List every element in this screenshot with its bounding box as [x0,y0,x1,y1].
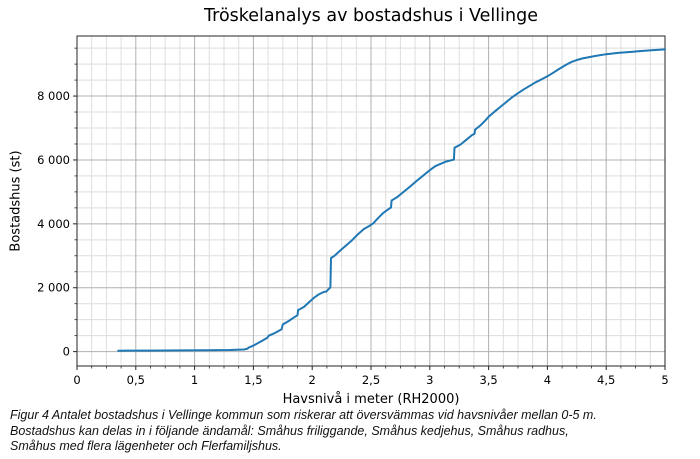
y-tick-label: 0 [63,345,70,359]
figure-caption: Figur 4 Antalet bostadshus i Vellinge ko… [10,408,597,455]
x-tick-label: 5 [661,373,668,387]
x-tick-label: 2 [309,373,316,387]
y-tick-label: 4 000 [37,217,70,231]
data-line-bostadshus [117,48,666,352]
y-tick-label: 8 000 [37,89,70,103]
x-tick-label: 1 [191,373,198,387]
caption-line-1: Figur 4 Antalet bostadshus i Vellinge ko… [10,408,597,422]
x-axis-label: Havsnivå i meter (RH2000) [282,392,460,407]
x-tick-label: 0,5 [127,373,145,387]
chart-title: Tröskelanalys av bostadshus i Vellinge [204,6,538,26]
x-tick-label: 4,5 [597,373,615,387]
y-axis-label: Bostadshus (st) [8,150,24,252]
x-tick-label: 3 [426,373,433,387]
y-tick-label: 6 000 [37,153,70,167]
caption-line-3: Småhus med flera lägenheter och Flerfami… [10,439,282,454]
x-tick-label: 0 [73,373,80,387]
x-tick-label: 1,5 [244,373,262,387]
plot-border [76,35,666,367]
caption-line-2: Bostadshus kan delas in i följande ändam… [10,423,569,438]
x-tick-label: 4 [544,373,551,387]
x-tick-label: 2,5 [362,373,380,387]
x-tick-label: 3,5 [479,373,497,387]
y-tick-label: 2 000 [37,281,70,295]
